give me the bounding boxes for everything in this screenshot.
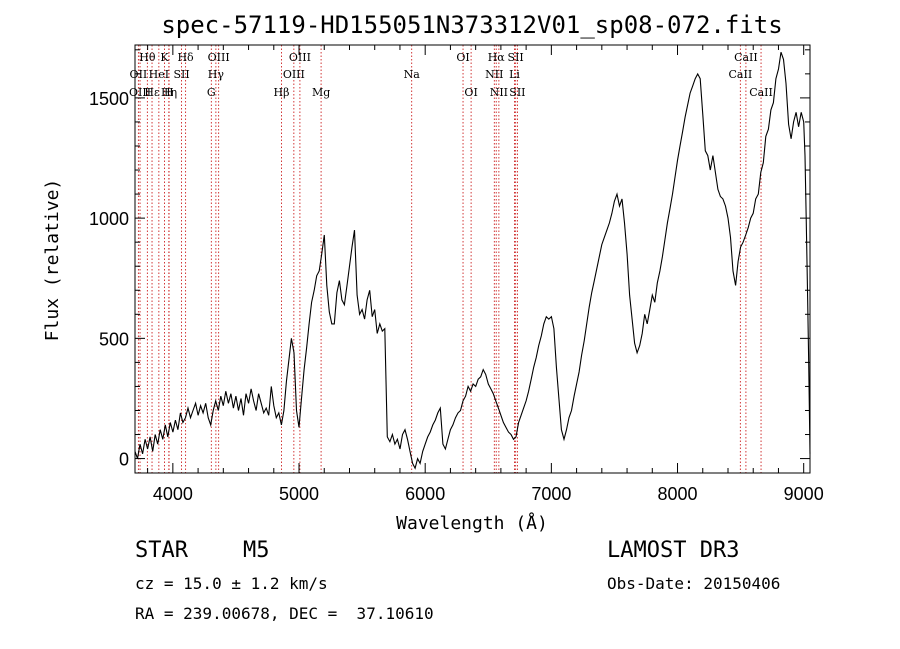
line-label-9: Hδ xyxy=(177,51,194,64)
line-label-1: OII xyxy=(130,68,148,81)
y-tick-label-0: 0 xyxy=(119,450,129,470)
x-tick-label-9000: 9000 xyxy=(784,484,824,504)
line-label-25: SII xyxy=(509,86,525,99)
spectral-line-markers xyxy=(137,45,762,473)
survey-name: LAMOST DR3 xyxy=(607,538,740,563)
y-tick-label-500: 500 xyxy=(99,329,129,349)
plot-frame xyxy=(134,44,811,474)
y-axis-ticks: 0 500 1000 1500 xyxy=(89,49,810,470)
line-label-14: OIII xyxy=(283,68,305,81)
x-tick-label-8000: 8000 xyxy=(657,484,697,504)
line-label-18: OI xyxy=(456,51,469,64)
x-tick-label-6000: 6000 xyxy=(405,484,445,504)
line-label-28: CaII xyxy=(749,86,773,99)
line-label-21: SII xyxy=(508,51,524,64)
line-label-15: Hβ xyxy=(274,86,290,99)
y-tick-label-1000: 1000 xyxy=(89,209,129,229)
observation-date: Obs-Date: 20150406 xyxy=(607,574,781,593)
line-label-24: NII xyxy=(490,86,508,99)
line-label-13: OIII xyxy=(289,51,311,64)
y-axis-label: Flux (relative) xyxy=(42,179,63,342)
line-label-27: CaII xyxy=(729,68,753,81)
x-tick-label-4000: 4000 xyxy=(153,484,193,504)
chart-title: spec-57119-HD155051N373312V01_sp08-072.f… xyxy=(161,11,782,39)
line-label-11: Hγ xyxy=(208,68,225,81)
x-tick-label-7000: 7000 xyxy=(531,484,571,504)
line-label-12: G xyxy=(207,86,216,99)
line-label-0: Hθ xyxy=(139,51,156,64)
line-label-4: K xyxy=(160,51,169,64)
line-label-23: Li xyxy=(509,68,520,81)
line-label-26: CaII xyxy=(734,51,758,64)
line-label-6: Hη xyxy=(161,86,177,99)
line-label-7: SII xyxy=(173,68,189,81)
sky-coordinates: RA = 239.00678, DEC = 37.10610 xyxy=(135,604,434,623)
object-type: STAR xyxy=(135,538,188,563)
redshift-velocity: cz = 15.0 ± 1.2 km/s xyxy=(135,574,328,593)
line-label-3: Hε xyxy=(144,86,160,99)
line-label-5: HeI xyxy=(149,68,169,81)
x-tick-label-5000: 5000 xyxy=(279,484,319,504)
flux-series-line xyxy=(134,52,811,470)
line-label-8: H xyxy=(164,86,174,99)
line-label-17: Na xyxy=(404,68,421,81)
x-axis-ticks: 4000 5000 6000 7000 8000 9000 xyxy=(147,45,824,504)
line-label-10: OIII xyxy=(208,51,230,64)
line-label-16: Mg xyxy=(312,86,330,99)
x-axis-label: Wavelength (Å) xyxy=(396,512,548,534)
y-tick-label-1500: 1500 xyxy=(89,89,129,109)
line-label-20: Hα xyxy=(488,51,506,64)
line-label-19: OI xyxy=(464,86,477,99)
object-subclass: M5 xyxy=(243,538,270,563)
line-label-22: NII xyxy=(485,68,503,81)
